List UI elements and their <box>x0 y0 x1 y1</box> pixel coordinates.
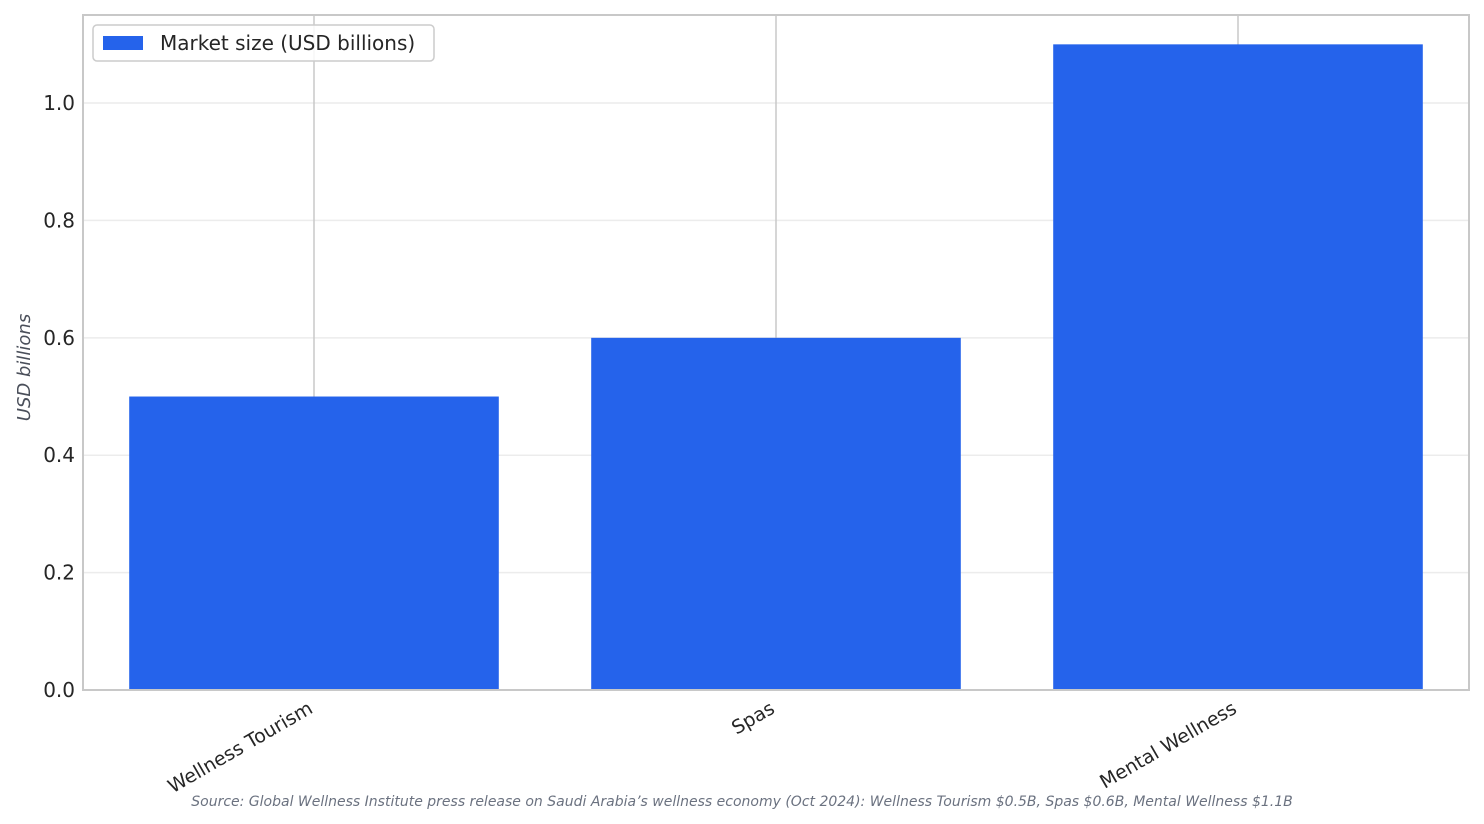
plot-area-frame <box>82 14 1470 691</box>
legend-box <box>92 24 435 62</box>
x-tick-label: Mental Wellness <box>1096 697 1240 793</box>
bar <box>129 396 499 690</box>
y-tick-label: 0.6 <box>43 326 75 350</box>
bar <box>591 337 961 690</box>
y-tick-label: 0.8 <box>43 208 75 232</box>
bars <box>129 44 1423 690</box>
x-tick-label: Spas <box>728 697 779 739</box>
y-tick-label: 0.0 <box>43 678 75 702</box>
y-axis-ticks: 0.0 0.2 0.4 0.6 0.8 1.0 <box>43 91 75 702</box>
bar <box>1053 44 1423 690</box>
y-tick-label: 1.0 <box>43 91 75 115</box>
legend-swatch <box>103 36 143 50</box>
y-tick-label: 0.4 <box>43 443 75 467</box>
legend-label: Market size (USD billions) <box>160 31 415 55</box>
y-axis-label: USD billions <box>14 314 35 421</box>
x-tick-label: Wellness Tourism <box>164 697 316 798</box>
legend: Market size (USD billions) <box>92 24 435 62</box>
x-axis-ticks: Wellness Tourism Spas Mental Wellness <box>164 697 1240 798</box>
y-tick-label: 0.2 <box>43 561 75 585</box>
source-note: Source: Global Wellness Institute press … <box>191 794 1292 810</box>
